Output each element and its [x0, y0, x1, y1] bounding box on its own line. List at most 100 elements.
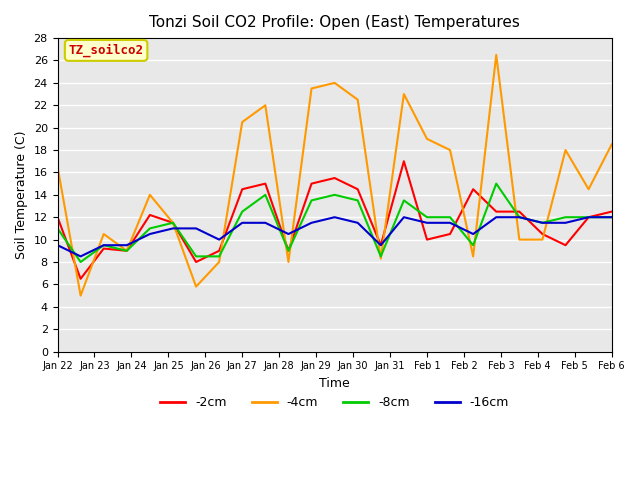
-4cm [100, 231, 108, 237]
-16cm [215, 237, 223, 242]
-4cm [539, 237, 547, 242]
-4cm [562, 147, 570, 153]
-16cm [608, 215, 616, 220]
-8cm [400, 198, 408, 204]
-16cm [77, 253, 84, 259]
-8cm [608, 215, 616, 220]
Y-axis label: Soil Temperature (C): Soil Temperature (C) [15, 131, 28, 259]
-16cm [192, 226, 200, 231]
-4cm [515, 237, 523, 242]
-4cm [331, 80, 339, 86]
-8cm [169, 220, 177, 226]
Line: -4cm: -4cm [58, 55, 612, 296]
-4cm [54, 164, 61, 170]
-4cm [239, 119, 246, 125]
-4cm [77, 293, 84, 299]
-2cm [539, 231, 547, 237]
-8cm [423, 215, 431, 220]
-8cm [215, 253, 223, 259]
X-axis label: Time: Time [319, 377, 350, 390]
-2cm [192, 259, 200, 265]
-2cm [377, 242, 385, 248]
-2cm [146, 212, 154, 218]
-2cm [285, 248, 292, 253]
-4cm [308, 85, 316, 91]
-4cm [192, 284, 200, 289]
-16cm [262, 220, 269, 226]
-16cm [469, 231, 477, 237]
-4cm [285, 259, 292, 265]
-16cm [331, 215, 339, 220]
-4cm [492, 52, 500, 58]
-4cm [446, 147, 454, 153]
-16cm [354, 220, 362, 226]
Legend: -2cm, -4cm, -8cm, -16cm: -2cm, -4cm, -8cm, -16cm [155, 391, 514, 414]
-2cm [262, 181, 269, 187]
Line: -16cm: -16cm [58, 217, 612, 256]
-16cm [562, 220, 570, 226]
-16cm [54, 242, 61, 248]
-2cm [169, 220, 177, 226]
-16cm [169, 226, 177, 231]
-8cm [262, 192, 269, 198]
-8cm [77, 259, 84, 265]
-8cm [308, 198, 316, 204]
-2cm [215, 248, 223, 253]
Text: TZ_soilco2: TZ_soilco2 [68, 44, 143, 57]
-2cm [562, 242, 570, 248]
-8cm [585, 215, 593, 220]
-4cm [469, 253, 477, 259]
-2cm [331, 175, 339, 181]
-2cm [100, 246, 108, 252]
-16cm [239, 220, 246, 226]
-4cm [423, 136, 431, 142]
-8cm [285, 248, 292, 253]
-8cm [54, 226, 61, 231]
-4cm [169, 220, 177, 226]
-8cm [354, 198, 362, 204]
-16cm [539, 220, 547, 226]
-8cm [562, 215, 570, 220]
-2cm [354, 186, 362, 192]
-8cm [123, 248, 131, 253]
-16cm [100, 242, 108, 248]
-2cm [239, 186, 246, 192]
-4cm [123, 248, 131, 253]
-2cm [608, 209, 616, 215]
-8cm [446, 215, 454, 220]
-8cm [192, 253, 200, 259]
-16cm [123, 242, 131, 248]
-2cm [446, 231, 454, 237]
-2cm [123, 248, 131, 253]
-4cm [585, 186, 593, 192]
-8cm [239, 209, 246, 215]
-16cm [285, 231, 292, 237]
-2cm [515, 209, 523, 215]
-4cm [262, 102, 269, 108]
-8cm [331, 192, 339, 198]
-8cm [539, 220, 547, 226]
-2cm [308, 181, 316, 187]
-16cm [492, 215, 500, 220]
-16cm [146, 231, 154, 237]
-2cm [469, 186, 477, 192]
-16cm [515, 215, 523, 220]
-2cm [423, 237, 431, 242]
Line: -8cm: -8cm [58, 184, 612, 262]
Line: -2cm: -2cm [58, 161, 612, 279]
-16cm [423, 220, 431, 226]
-4cm [377, 256, 385, 262]
-8cm [469, 242, 477, 248]
-16cm [377, 242, 385, 248]
-8cm [377, 253, 385, 259]
-2cm [585, 215, 593, 220]
-16cm [446, 220, 454, 226]
-4cm [354, 97, 362, 103]
-2cm [492, 209, 500, 215]
-4cm [215, 259, 223, 265]
-4cm [146, 192, 154, 198]
-8cm [146, 226, 154, 231]
-4cm [400, 91, 408, 97]
-16cm [400, 215, 408, 220]
-2cm [54, 215, 61, 220]
